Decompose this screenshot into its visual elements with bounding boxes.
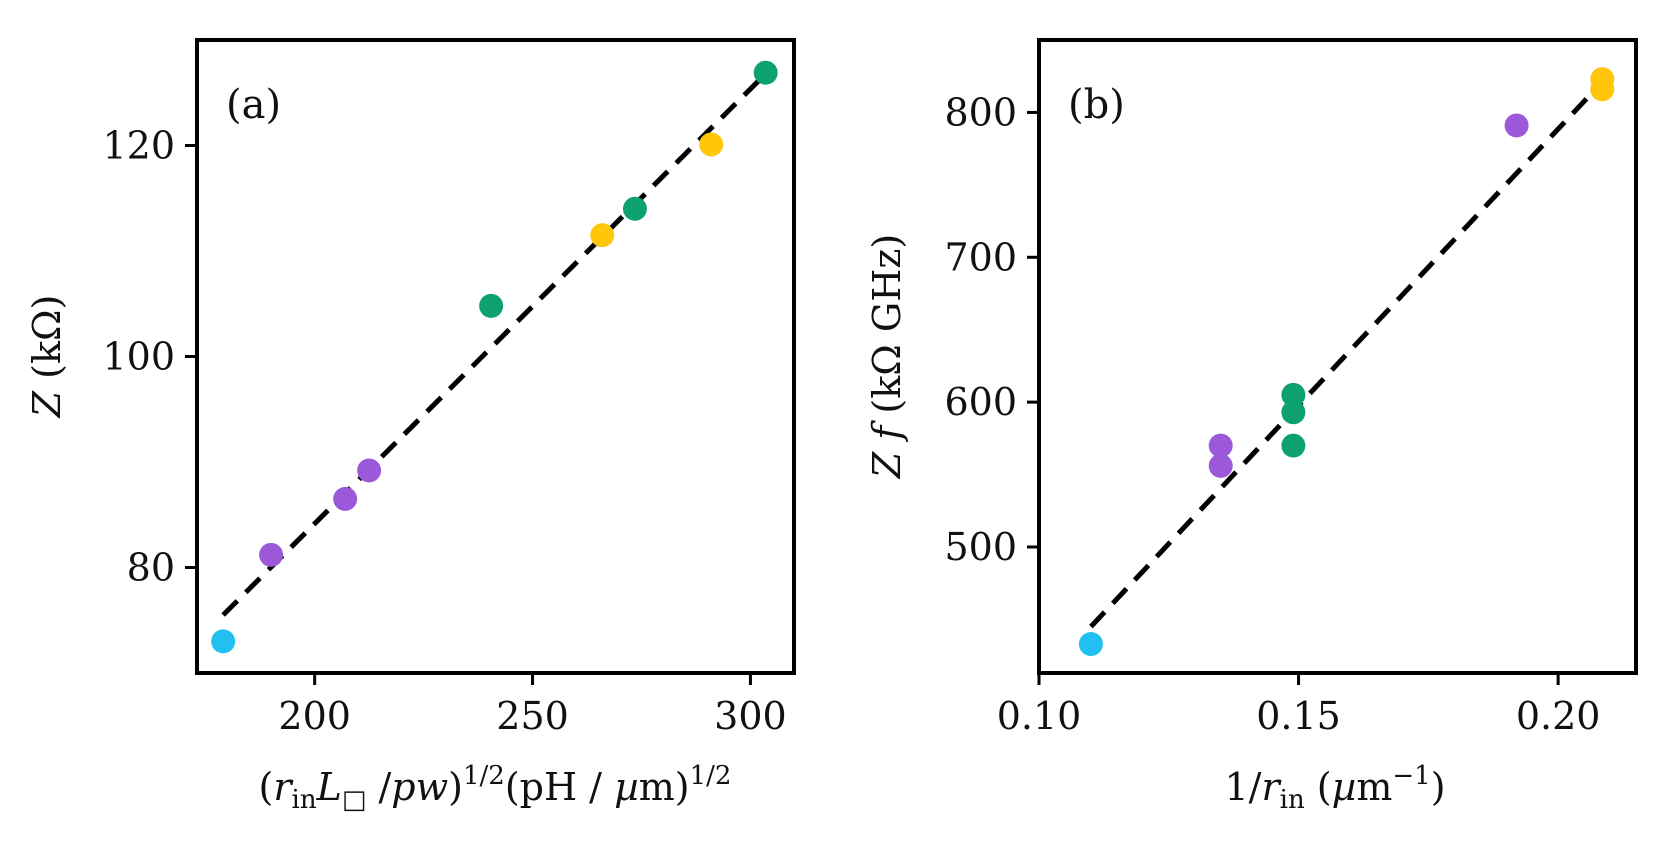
x-tick-label: 300 — [714, 694, 787, 738]
panel-a-marks — [211, 60, 778, 654]
y-tick-label: 120 — [102, 124, 175, 168]
panel-a: 200 250 300 80 100 120 (a) (rinL□ /pw)1/2(pH … — [25, 38, 796, 815]
data-point — [699, 132, 724, 157]
data-point — [1504, 113, 1529, 138]
y-tick-label: 100 — [102, 335, 175, 379]
x-tick-label: 250 — [496, 694, 569, 738]
panel-a-label: (a) — [226, 82, 281, 128]
data-point — [1590, 67, 1615, 92]
panel-a-xlabel: (rinL□ /pw)1/2(pH / µm)1/2 — [259, 761, 732, 815]
panel-a-ylabel: Z (kΩ) — [25, 295, 69, 419]
data-point — [357, 458, 382, 483]
data-point — [1208, 453, 1233, 478]
y-tick-label: 500 — [944, 525, 1017, 569]
x-tick-label: 0.10 — [997, 694, 1082, 738]
x-tick-label: 0.20 — [1516, 694, 1601, 738]
data-point — [622, 196, 647, 221]
panel-b-frame — [1037, 38, 1638, 675]
panel-b-ylabel: Z f (kΩ GHz) — [865, 234, 909, 479]
panel-b-xlabel: 1/rin (µm−1) — [1224, 761, 1445, 815]
fit-line — [1089, 80, 1605, 629]
data-point — [753, 60, 778, 85]
y-tick-label: 700 — [944, 235, 1017, 279]
y-tick-label: 80 — [127, 546, 175, 590]
panel-b-marks — [1078, 67, 1615, 657]
data-point — [590, 223, 615, 248]
data-point — [333, 486, 358, 511]
fit-line — [221, 71, 768, 617]
panel-b: 0.10 0.15 0.20 500 600 700 800 (b) 1/rin (µm−1… — [865, 38, 1638, 815]
data-point — [1078, 632, 1103, 657]
data-point — [1281, 400, 1306, 425]
y-tick-label: 600 — [944, 380, 1017, 424]
x-tick-label: 0.15 — [1256, 694, 1341, 738]
y-tick-label: 800 — [944, 90, 1017, 134]
panel-b-label: (b) — [1068, 82, 1125, 128]
data-point — [1208, 433, 1233, 458]
data-point — [211, 629, 236, 654]
data-point — [1281, 433, 1306, 458]
data-point — [1281, 382, 1306, 407]
panel-b-ticks: 0.10 0.15 0.20 500 600 700 800 — [944, 90, 1600, 738]
data-point — [479, 293, 504, 318]
data-point — [259, 542, 284, 567]
x-tick-label: 200 — [278, 694, 351, 738]
panel-a-ticks: 200 250 300 80 100 120 — [102, 124, 786, 739]
